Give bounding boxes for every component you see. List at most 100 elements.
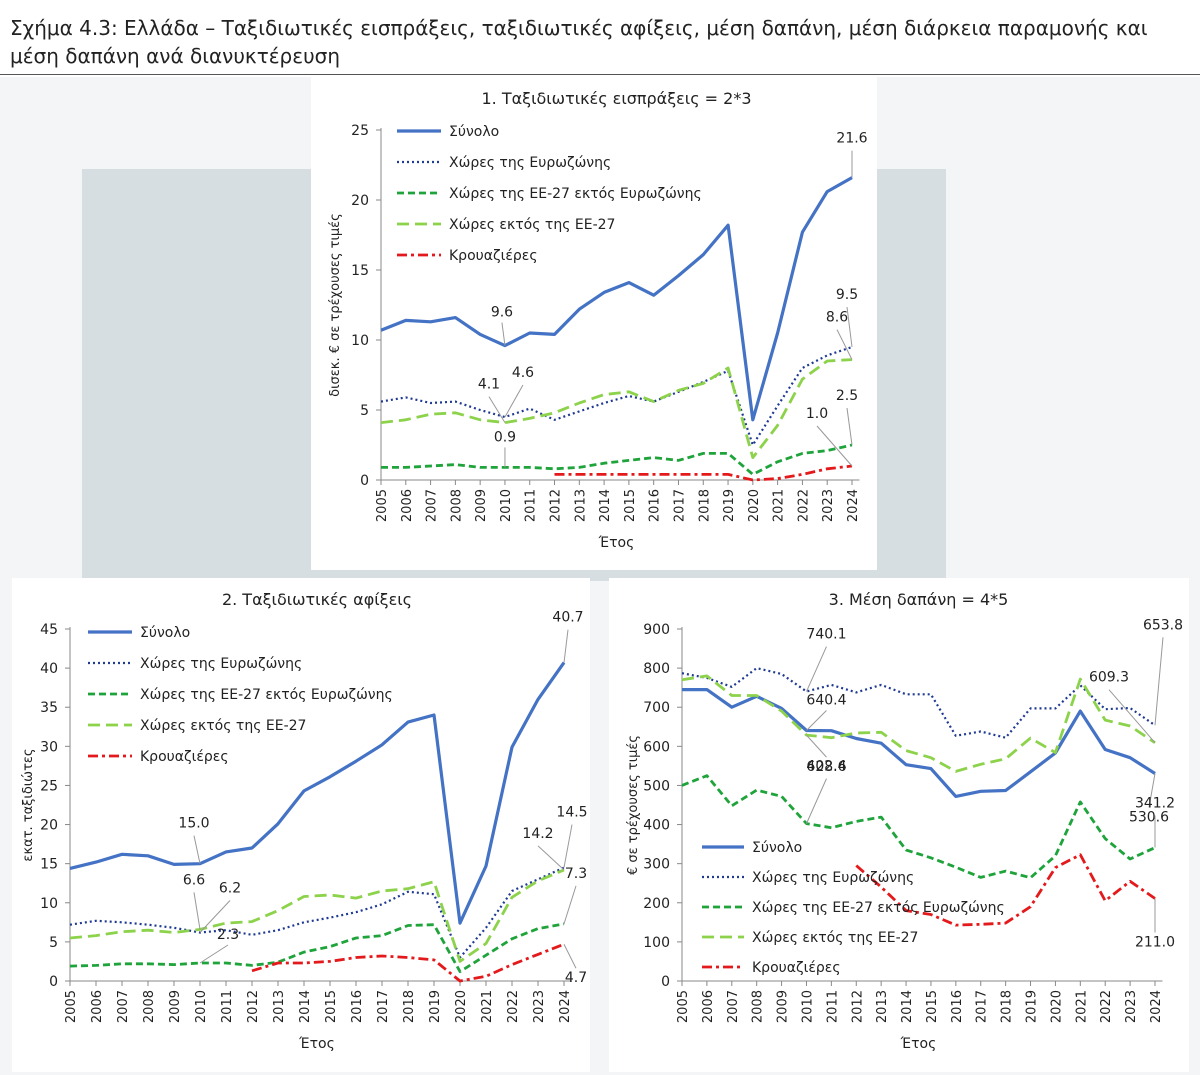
annotation-leader: [806, 778, 827, 824]
x-tick-label: 2021: [1074, 990, 1089, 1023]
x-tick-label: 2014: [598, 489, 613, 522]
x-tick-label: 2018: [1000, 990, 1015, 1023]
series-line-cruises: [554, 464, 853, 482]
x-tick-label: 2016: [648, 489, 663, 522]
x-tick-label: 2011: [524, 489, 539, 522]
y-tick-label: 25: [351, 123, 369, 139]
chart-title: 3. Μέση δαπάνη = 4*5: [829, 590, 1009, 609]
x-tick-label: 2019: [722, 489, 737, 522]
legend-label: Χώρες της Ευρωζώνης: [449, 155, 611, 171]
x-tick-label: 2011: [825, 990, 840, 1023]
x-tick-label: 2005: [64, 990, 79, 1023]
data-label: 2.3: [217, 927, 239, 943]
data-label: 653.8: [1143, 617, 1183, 633]
legend-label: Χώρες της ΕΕ-27 εκτός Ευρωζώνης: [140, 687, 393, 703]
series-line-non-eu27: [380, 358, 853, 459]
x-tick-label: 2012: [246, 990, 261, 1023]
x-tick-label: 2013: [272, 990, 287, 1023]
annotation-leader: [563, 629, 569, 663]
y-tick-label: 20: [40, 818, 58, 834]
chart-title: 2. Ταξιδιωτικές αφίξεις: [222, 590, 412, 609]
data-label: 2.5: [836, 388, 858, 404]
data-label: 7.3: [565, 866, 587, 882]
x-tick-label: 2023: [532, 990, 547, 1023]
chart-travel-receipts-svg: 1. Ταξιδιωτικές εισπράξεις = 2*3 0 5 10 15 20…: [328, 89, 868, 551]
legend-label: Χώρες της Ευρωζώνης: [752, 870, 914, 886]
annotation-leader: [806, 734, 827, 758]
series-line-eu27-non-euro: [381, 443, 853, 476]
data-label: 6.2: [219, 881, 241, 897]
x-axis-label: Έτος: [900, 1036, 937, 1052]
x-tick-label: 2013: [875, 990, 890, 1023]
y-tick-label: 40: [40, 661, 58, 677]
x-tick-label: 2015: [925, 990, 940, 1023]
legend-label: Χώρες της ΕΕ-27 εκτός Ευρωζώνης: [752, 900, 1005, 916]
y-tick-label: 30: [40, 739, 58, 755]
series-line-non-eu27: [69, 868, 565, 963]
annotation-leader: [193, 835, 201, 864]
data-label: 402.4: [806, 759, 846, 775]
x-tick-label: 2014: [900, 990, 915, 1023]
y-tick-label: 15: [40, 857, 58, 873]
y-tick-label: 15: [351, 263, 369, 279]
y-tick-label: 35: [40, 700, 58, 716]
data-label: 14.2: [522, 826, 553, 842]
x-tick-label: 2008: [449, 489, 464, 522]
annotation-leader: [488, 396, 506, 423]
data-label: 341.2: [1135, 796, 1175, 812]
x-tick-label: 2020: [1049, 990, 1064, 1023]
x-axis-label: Έτος: [598, 535, 635, 551]
data-label: 6.6: [183, 872, 205, 888]
data-label: 14.5: [556, 805, 587, 821]
annotation-leader: [193, 892, 201, 930]
data-label: 211.0: [1135, 934, 1175, 950]
series-line-cruises: [855, 853, 1156, 927]
y-tick-label: 25: [40, 778, 58, 794]
annotation-leader: [1148, 773, 1156, 808]
legend-label: Σύνολο: [752, 840, 802, 856]
data-label: 640.4: [806, 693, 846, 709]
annotation-leader: [537, 845, 565, 871]
series-line-eurozone: [681, 667, 1156, 739]
annotation-leader: [836, 329, 853, 360]
x-tick-label: 2012: [549, 489, 564, 522]
y-axis-label: δισεκ. € σε τρέχουσες τιμές: [328, 213, 343, 397]
legend-label: Κρουαζιέρες: [140, 749, 229, 765]
annotation-leader: [199, 900, 231, 933]
data-label: 40.7: [552, 610, 583, 626]
x-tick-label: 2024: [558, 990, 573, 1023]
y-tick-label: 0: [360, 473, 369, 489]
x-tick-label: 2010: [800, 990, 815, 1023]
x-tick-label: 2010: [499, 489, 514, 522]
x-tick-label: 2006: [400, 489, 415, 522]
y-tick-label: 700: [643, 700, 670, 716]
x-tick-label: 2015: [623, 489, 638, 522]
chart-travel-arrivals-svg: 2. Ταξιδιωτικές αφίξεις 0 5 10 15 20 25 30 35 40 4…: [21, 590, 588, 1052]
series-line-total: [69, 661, 566, 925]
data-label: 628.6: [806, 759, 846, 775]
chart-travel-receipts: 1. Ταξιδιωτικές εισπράξεις = 2*3 0 5 10 15 20…: [311, 77, 877, 570]
x-tick-label: 2017: [376, 990, 391, 1023]
x-tick-label: 2019: [1025, 990, 1040, 1023]
x-tick-label: 2020: [747, 489, 762, 522]
x-tick-label: 2008: [751, 990, 766, 1023]
annotation-leader: [563, 885, 577, 925]
x-tick-label: 2022: [1099, 990, 1114, 1023]
chart-average-spending: 3. Μέση δαπάνη = 4*5 0 100 200 300 400 500 600 7…: [609, 578, 1189, 1072]
x-tick-label: 2008: [142, 990, 157, 1023]
annotation-leader: [504, 384, 524, 418]
y-tick-label: 400: [643, 818, 670, 834]
x-tick-label: 2005: [375, 489, 390, 522]
x-tick-label: 2016: [350, 990, 365, 1023]
x-tick-label: 2022: [506, 990, 521, 1023]
x-tick-label: 2011: [220, 990, 235, 1023]
annotation-leader: [1108, 689, 1156, 744]
x-tick-label: 2022: [796, 489, 811, 522]
figure-title: Σχήμα 4.3: Ελλάδα – Ταξιδιωτικές εισπράξ…: [10, 16, 1148, 68]
annotation-leader: [806, 646, 827, 692]
data-label: 21.6: [836, 131, 867, 147]
y-tick-label: 200: [643, 896, 670, 912]
y-tick-label: 500: [643, 778, 670, 794]
x-tick-label: 2009: [474, 489, 489, 522]
x-tick-label: 2018: [697, 489, 712, 522]
